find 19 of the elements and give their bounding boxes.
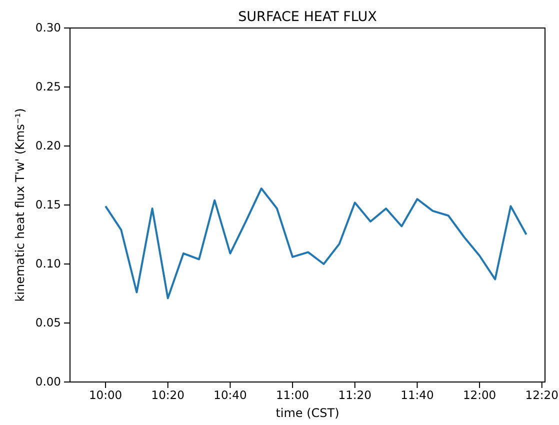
x-tick-label: 10:20 xyxy=(151,388,184,402)
x-tick-label: 11:40 xyxy=(400,388,434,402)
y-tick-label: 0.25 xyxy=(35,80,61,94)
x-tick-label: 10:40 xyxy=(214,388,247,402)
line-series xyxy=(104,187,528,300)
y-tick-label: 0.30 xyxy=(35,20,61,35)
x-tick-label: 12:00 xyxy=(462,388,496,402)
y-tick-label: 0.15 xyxy=(35,198,61,212)
y-tick-label: 0.00 xyxy=(35,374,61,389)
y-tick-label: 0.10 xyxy=(35,256,61,271)
x-tick-label: 11:20 xyxy=(338,388,372,402)
chart-title: SURFACE HEAT FLUX xyxy=(238,9,377,25)
y-axis-title: kinematic heat flux T'w' (Kms⁻¹) xyxy=(13,108,27,302)
y-tick-label: 0.05 xyxy=(35,316,61,330)
x-tick-label: 11:00 xyxy=(276,388,310,402)
x-tick-label: 12:20 xyxy=(525,388,558,402)
x-tick-label: 10:00 xyxy=(88,388,122,402)
x-axis-title: time (CST) xyxy=(276,406,340,420)
y-tick-label: 0.20 xyxy=(35,138,61,153)
